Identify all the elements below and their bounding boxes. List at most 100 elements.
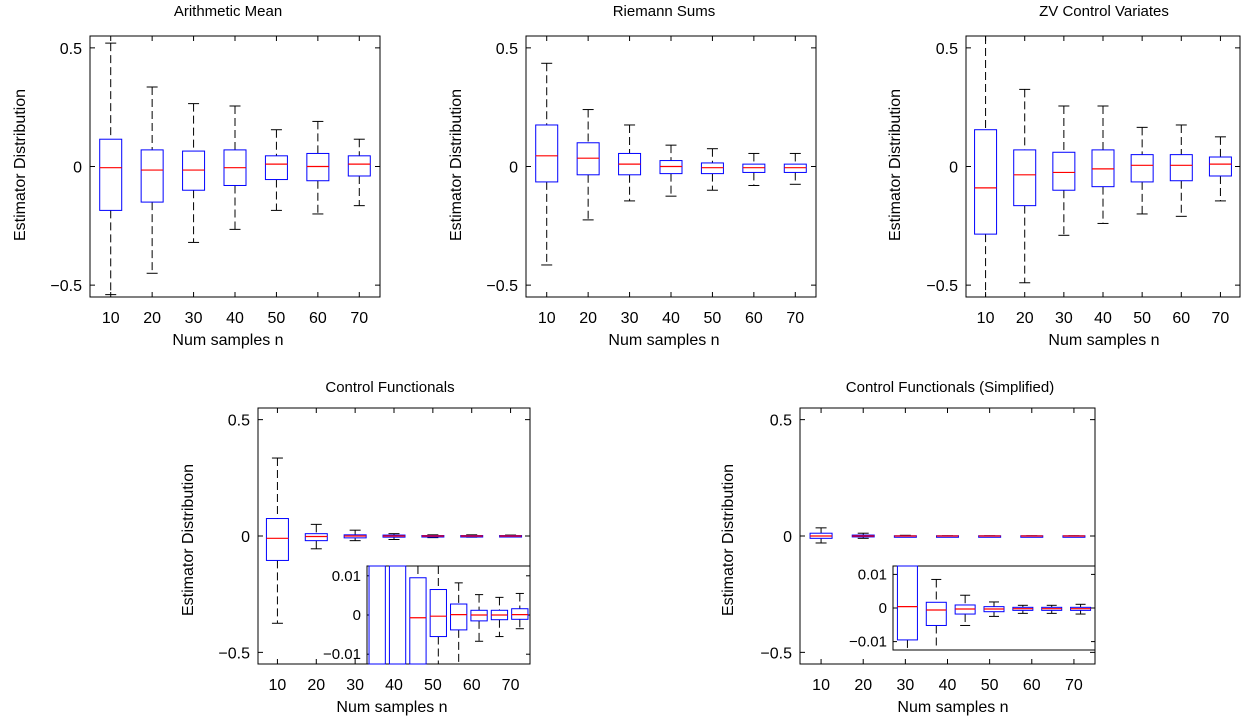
x-tick-label: 40	[385, 677, 403, 694]
x-axis-label: Num samples n	[172, 332, 283, 349]
y-tick-label: 0.5	[496, 41, 518, 58]
x-tick-label: 60	[1172, 310, 1190, 327]
plot-area-0: −0.5 0 0.5 10 20 30 40 50 60 70	[50, 35, 381, 327]
main-box-1	[304, 523, 328, 550]
x-tick-label: 10	[269, 677, 287, 694]
main-box-3	[936, 535, 959, 538]
plot-area-1: −0.5 0 0.5 10 20 30 40 50 60 70	[486, 35, 817, 327]
x-tick-label: 50	[424, 677, 442, 694]
main-box-6	[499, 534, 523, 538]
x-tick-label: 40	[1094, 310, 1112, 327]
y-axis-label: Estimator Distribution	[180, 464, 197, 616]
iqr-box	[896, 565, 918, 641]
iqr-box	[1169, 154, 1193, 182]
y-tick-label: −0.5	[50, 278, 82, 295]
x-tick-label: 70	[502, 677, 520, 694]
iqr-box	[99, 138, 123, 211]
iqr-box	[535, 124, 559, 183]
x-tick-label: 50	[981, 677, 999, 694]
panel-arithmetic-mean: Arithmetic Mean Num samples n Estimator …	[12, 3, 284, 349]
y-tick-label: 0.5	[228, 413, 250, 430]
x-tick-label: 20	[854, 677, 872, 694]
inset-box-5	[1041, 604, 1063, 614]
x-tick-label: 60	[1023, 677, 1041, 694]
inset-box-2	[409, 566, 427, 665]
y-tick-label: −0.5	[760, 645, 792, 662]
x-tick-label: 70	[1212, 310, 1230, 327]
iqr-box	[1130, 154, 1154, 183]
x-tick-label: 20	[1016, 310, 1034, 327]
inset-y-tick-label: 0	[353, 607, 361, 624]
iqr-box	[1208, 156, 1232, 177]
x-axis-label: Num samples n	[608, 332, 719, 349]
x-tick-label: 30	[896, 677, 914, 694]
inset-box-0	[368, 565, 386, 665]
x-tick-label: 60	[745, 310, 763, 327]
main-box-6	[783, 152, 807, 185]
x-tick-label: 10	[102, 310, 120, 327]
x-tick-label: 10	[538, 310, 556, 327]
panel-control-functionals: Control Functionals Num samples n Estima…	[180, 379, 455, 716]
y-tick-label: −0.5	[218, 645, 250, 662]
main-box-0	[974, 36, 998, 297]
plot-layer: −0.5 0 0.5 10 20 30 40 50 60 70 −0.5 0 0.5 10 20 30 40 50…	[50, 35, 1241, 694]
x-tick-label: 20	[307, 677, 325, 694]
y-axis-label: Estimator Distribution	[720, 464, 737, 616]
iqr-box	[925, 601, 947, 626]
x-axis-label: Num samples n	[897, 699, 1008, 716]
y-axis-label: Estimator Distribution	[448, 89, 465, 241]
y-tick-label: 0	[241, 529, 250, 546]
panel-control-functionals-simplified: Control Functionals (Simplified) Num sam…	[720, 379, 1054, 716]
inset-box-6	[490, 596, 509, 638]
inset-box-6	[1070, 603, 1092, 615]
main-box-5	[1169, 124, 1193, 217]
x-tick-label: 30	[346, 677, 364, 694]
inset-box-0	[896, 565, 918, 650]
inset-box-7	[511, 592, 529, 630]
inset-box-4	[450, 582, 468, 664]
y-tick-label: 0.5	[770, 413, 792, 430]
y-tick-label: 0.5	[60, 41, 82, 58]
main-box-5	[1020, 535, 1044, 538]
plot-area-2: −0.5 0 0.5 10 20 30 40 50 60 70	[926, 35, 1241, 327]
chart-title: Control Functionals	[325, 379, 454, 396]
x-tick-label: 70	[786, 310, 804, 327]
iqr-box	[140, 149, 164, 203]
x-tick-label: 30	[185, 310, 203, 327]
main-box-1	[576, 109, 600, 221]
x-tick-label: 50	[1133, 310, 1151, 327]
x-tick-label: 40	[662, 310, 680, 327]
main-box-2	[343, 529, 367, 542]
main-box-4	[978, 535, 1002, 538]
x-tick-label: 50	[704, 310, 722, 327]
panel-zv-control-variates: ZV Control Variates Num samples n Estima…	[887, 3, 1169, 349]
y-tick-label: −0.5	[926, 278, 958, 295]
iqr-box	[1052, 151, 1076, 191]
x-tick-label: 20	[143, 310, 161, 327]
main-box-2	[1052, 105, 1076, 236]
iqr-box	[347, 155, 371, 177]
main-box-4	[700, 148, 724, 191]
inset-box-2	[954, 594, 976, 626]
chart-title: ZV Control Variates	[1039, 3, 1169, 20]
main-box-1	[1013, 88, 1037, 284]
x-axis-label: Num samples n	[336, 699, 447, 716]
x-tick-label: 30	[621, 310, 639, 327]
inset-y-tick-label: 0	[879, 600, 887, 617]
x-tick-label: 10	[977, 310, 995, 327]
main-box-0	[809, 527, 833, 544]
x-tick-label: 30	[1055, 310, 1073, 327]
y-tick-label: 0.5	[936, 41, 958, 58]
inset-box-5	[470, 594, 488, 642]
iqr-box	[368, 565, 386, 665]
iqr-box	[304, 533, 328, 542]
iqr-box	[409, 577, 427, 665]
inset-box-3	[983, 601, 1005, 617]
inset-y-tick-label: −0.01	[849, 634, 887, 651]
main-box-3	[223, 105, 247, 230]
inset-plot-4: −0.01 0 0.01	[849, 565, 1096, 651]
chart-title: Arithmetic Mean	[174, 3, 282, 20]
y-tick-label: 0	[509, 160, 518, 177]
y-axis-label: Estimator Distribution	[12, 89, 29, 241]
